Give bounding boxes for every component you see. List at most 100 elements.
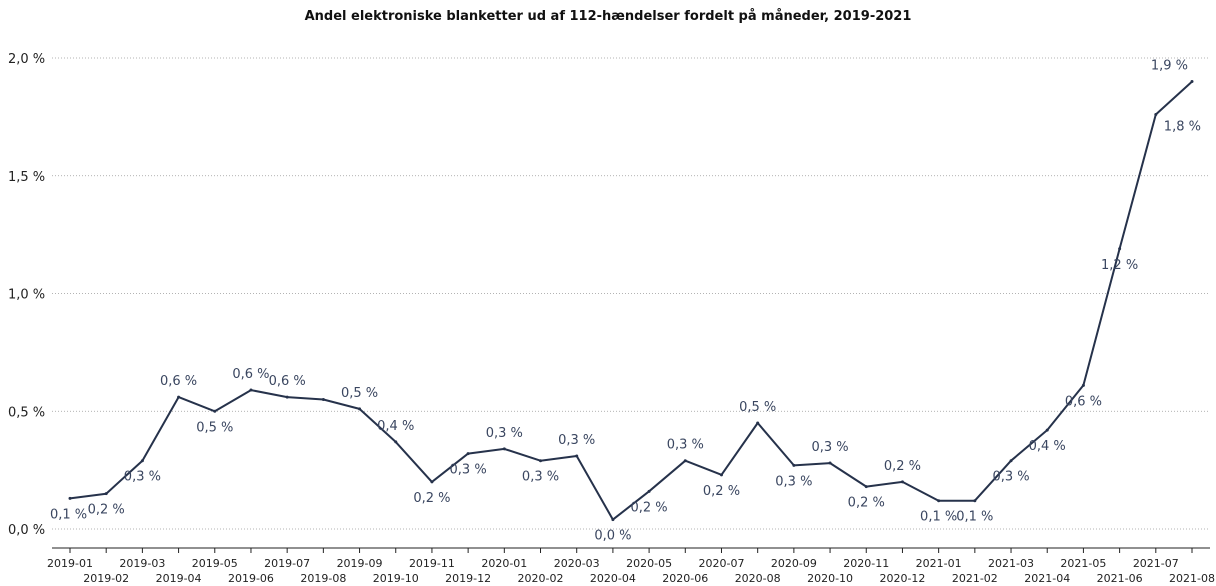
data-label: 0,3 %: [775, 474, 812, 489]
chart-title: Andel elektroniske blanketter ud af 112-…: [304, 9, 912, 24]
data-label: 0,3 %: [992, 470, 1029, 485]
data-point: [321, 397, 325, 401]
x-tick-label: 2020-07: [698, 557, 744, 570]
x-tick-label: 2021-01: [916, 557, 962, 570]
x-tick-label: 2019-12: [445, 572, 491, 585]
data-point: [285, 395, 289, 399]
data-point: [973, 499, 977, 503]
data-label: 0,1 %: [956, 510, 993, 525]
data-label: 0,6 %: [269, 374, 306, 389]
data-point: [358, 407, 362, 411]
data-label: 0,3 %: [124, 470, 161, 485]
x-tick-label: 2020-09: [771, 557, 817, 570]
data-point: [213, 409, 217, 413]
data-point: [647, 489, 651, 493]
data-label: 0,0 %: [594, 529, 631, 544]
series-line: [69, 80, 1193, 521]
data-label: 0,3 %: [486, 426, 523, 441]
x-tick-label: 2021-06: [1097, 572, 1143, 585]
data-label: 0,6 %: [232, 367, 269, 382]
x-tick-label: 2019-10: [373, 572, 419, 585]
data-point: [430, 480, 434, 484]
data-label: 1,9 %: [1151, 59, 1188, 74]
data-label: 0,4 %: [1029, 439, 1066, 454]
data-label: 0,4 %: [377, 419, 414, 434]
data-label: 0,1 %: [920, 510, 957, 525]
data-point: [683, 459, 687, 463]
line-layer: [68, 80, 1194, 522]
data-label: 0,2 %: [703, 484, 740, 499]
data-label: 0,3 %: [450, 463, 487, 478]
grid-layer: [52, 57, 1210, 530]
x-tick-label: 2020-05: [626, 557, 672, 570]
data-point: [792, 463, 796, 467]
y-tick-label: 0,0 %: [8, 523, 45, 538]
y-tick-label: 2,0 %: [8, 52, 45, 67]
data-point: [177, 395, 181, 399]
data-point: [1154, 113, 1158, 117]
data-label: 0,5 %: [739, 400, 776, 415]
data-point: [1190, 80, 1194, 84]
x-tick-label: 2021-02: [952, 572, 998, 585]
data-label: 0,1 %: [50, 507, 87, 522]
x-tick-label: 2021-05: [1060, 557, 1106, 570]
x-tick-label: 2019-04: [156, 572, 202, 585]
axis-layer: 0,0 % 0,5 % 1,0 % 1,5 % 2,0 % 2019-01 2019-02 2…: [8, 52, 1215, 585]
data-point: [575, 454, 579, 458]
data-label: 0,6 %: [1065, 394, 1102, 409]
data-point: [249, 388, 253, 392]
x-tick-label: 2020-03: [554, 557, 600, 570]
data-point: [502, 447, 506, 451]
data-point: [68, 496, 72, 500]
data-label: 0,2 %: [631, 500, 668, 515]
data-label: 0,5 %: [196, 420, 233, 435]
data-point: [719, 473, 723, 477]
x-tick-label: 2021-03: [988, 557, 1034, 570]
data-point: [466, 452, 470, 456]
data-point: [104, 492, 108, 496]
data-point: [611, 518, 615, 522]
x-tick-label: 2019-01: [47, 557, 93, 570]
data-point: [539, 459, 543, 463]
data-label: 0,6 %: [160, 374, 197, 389]
x-tick-label: 2019-02: [83, 572, 129, 585]
data-label: 0,2 %: [88, 503, 125, 518]
data-point: [864, 485, 868, 489]
x-tick-label: 2019-05: [192, 557, 238, 570]
data-label: 1,8 %: [1164, 120, 1201, 135]
x-tick-label: 2019-07: [264, 557, 310, 570]
y-tick-label: 1,0 %: [8, 288, 45, 303]
data-label: 0,2 %: [848, 496, 885, 511]
x-tick-label: 2020-12: [879, 572, 925, 585]
x-tick-label: 2019-06: [228, 572, 274, 585]
x-tick-label: 2019-08: [300, 572, 346, 585]
data-point: [900, 480, 904, 484]
x-tick-label: 2020-04: [590, 572, 636, 585]
data-point: [394, 440, 398, 444]
x-tick-label: 2020-11: [843, 557, 889, 570]
x-tick-label: 2020-08: [735, 572, 781, 585]
data-point: [937, 499, 941, 503]
x-tick-label: 2019-03: [119, 557, 165, 570]
data-label: 0,3 %: [522, 470, 559, 485]
data-label: 1,2 %: [1101, 258, 1138, 273]
data-point: [756, 421, 760, 425]
data-point: [1118, 247, 1122, 251]
y-tick-label: 0,5 %: [8, 405, 45, 420]
data-point: [1045, 428, 1049, 432]
x-tick-label: 2021-04: [1024, 572, 1070, 585]
x-tick-label: 2020-10: [807, 572, 853, 585]
y-tick-label: 1,5 %: [8, 170, 45, 185]
label-layer: 0,1 % 0,2 %0,3 %0,6 %0,5 %0,6 % 0,6 %0,5 %…: [50, 59, 1201, 544]
x-tick-label: 2020-02: [518, 572, 564, 585]
data-point: [828, 461, 832, 465]
data-label: 0,2 %: [884, 459, 921, 474]
x-tick-label: 2021-07: [1133, 557, 1179, 570]
x-tick-label: 2020-06: [662, 572, 708, 585]
data-label: 0,2 %: [413, 491, 450, 506]
data-label: 0,3 %: [558, 433, 595, 448]
data-point: [1081, 383, 1085, 387]
x-tick-label: 2021-08: [1169, 572, 1215, 585]
